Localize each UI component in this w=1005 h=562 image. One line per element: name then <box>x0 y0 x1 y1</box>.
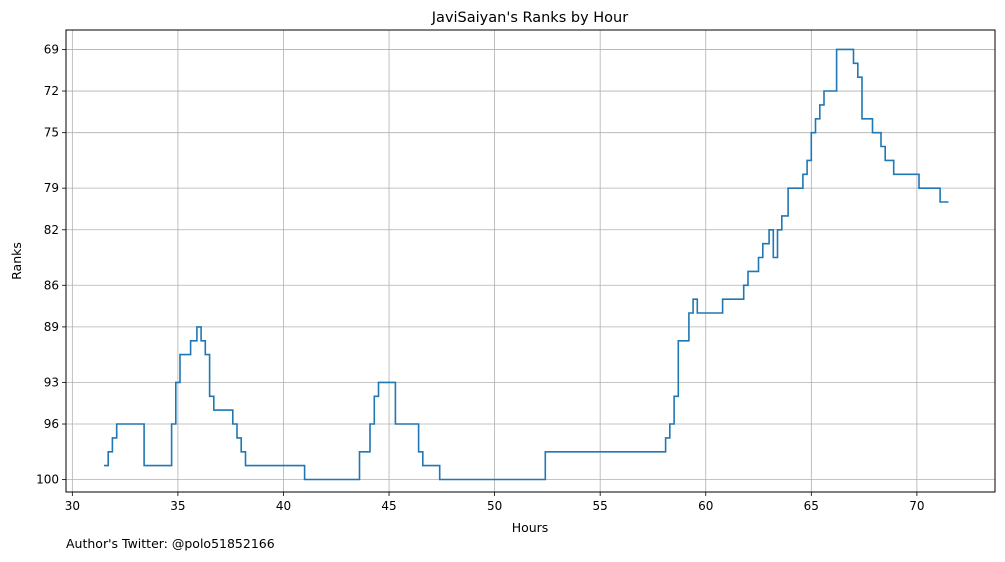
y-tick-label: 93 <box>44 375 59 389</box>
author-twitter-text: Author's Twitter: @polo51852166 <box>66 536 275 551</box>
x-axis-label: Hours <box>512 520 549 535</box>
x-tick-label: 60 <box>698 499 713 513</box>
y-tick-label: 79 <box>44 181 59 195</box>
x-tick-label: 45 <box>381 499 396 513</box>
chart-title: JaviSaiyan's Ranks by Hour <box>431 10 628 26</box>
y-tick-label: 86 <box>44 278 59 292</box>
y-tick-label: 75 <box>44 126 59 140</box>
ticks: 30 35 40 45 50 55 60 65 70 69 72 75 79 82 86 89 93 96 100 <box>36 42 924 513</box>
y-tick-label: 89 <box>44 320 59 334</box>
rank-step-line <box>104 48 949 481</box>
x-tick-label: 40 <box>276 499 291 513</box>
x-tick-label: 50 <box>487 499 502 513</box>
x-tick-label: 30 <box>65 499 80 513</box>
y-tick-label: 72 <box>44 84 59 98</box>
x-tick-label: 55 <box>593 499 608 513</box>
grid <box>66 30 995 492</box>
x-tick-label: 70 <box>909 499 924 513</box>
y-tick-label: 96 <box>44 417 59 431</box>
y-tick-label: 69 <box>44 42 59 56</box>
y-axis-label: Ranks <box>9 242 24 280</box>
plot-frame <box>65 29 996 493</box>
x-tick-label: 65 <box>804 499 819 513</box>
y-tick-label: 82 <box>44 223 59 237</box>
x-tick-label: 35 <box>170 499 185 513</box>
data-layer <box>104 48 949 481</box>
y-tick-label: 100 <box>36 473 59 487</box>
